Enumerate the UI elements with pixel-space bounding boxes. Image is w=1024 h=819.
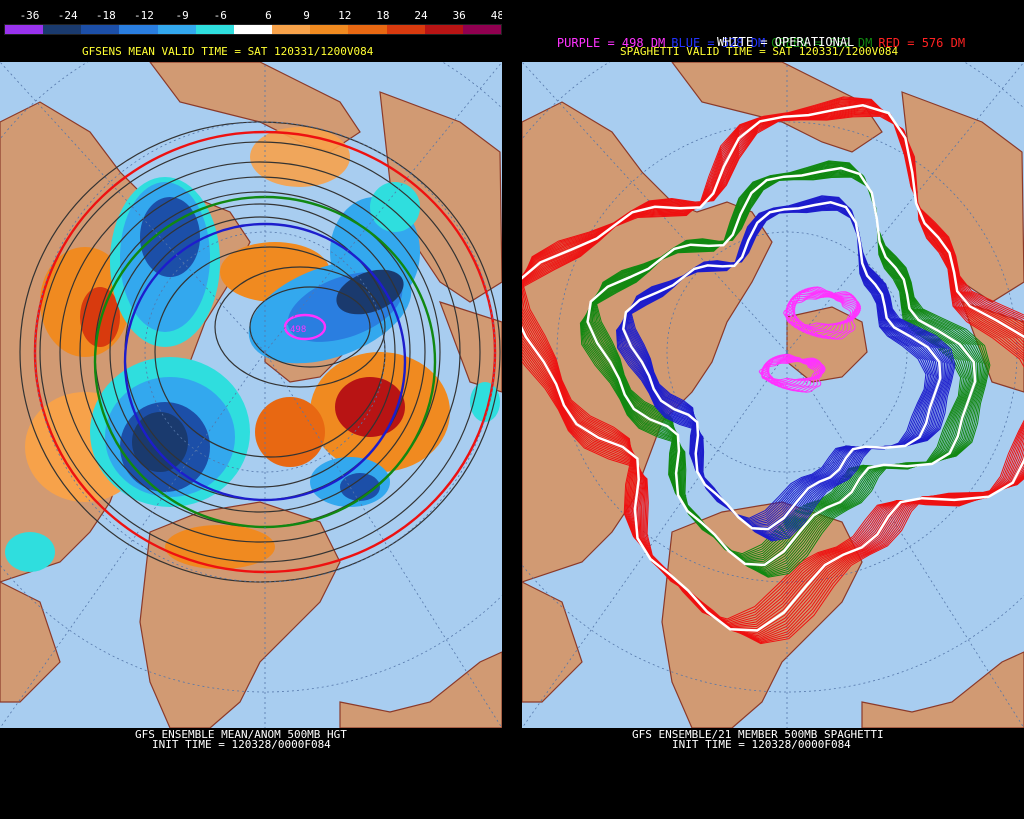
left-footer-init: INIT TIME = 120328/0000F084	[152, 738, 331, 751]
contour-legend: PURPLE = 498 DM BLUE = 528 DM GREEN = 552 …	[528, 22, 971, 64]
colorbar-swatch	[310, 25, 349, 34]
colorbar-label: -36	[19, 9, 40, 22]
spaghetti-contours	[522, 96, 1024, 645]
siberia-arctic	[671, 62, 883, 153]
colorbar-label: -18	[95, 9, 116, 22]
colorbar-label: -24	[57, 9, 78, 22]
contour-label-498: 498	[290, 325, 306, 335]
colorbar-label: 24	[414, 9, 428, 22]
operational-line	[522, 104, 1024, 632]
spaghetti-member-line	[760, 358, 826, 393]
colorbar-swatch	[462, 25, 502, 34]
right-footer-title: GFS ENSEMBLE/21 MEMBER 500MB SPAGHETTI	[632, 728, 884, 741]
colorbar-swatch	[5, 25, 44, 34]
colorbar-swatch	[157, 25, 196, 34]
spaghetti-map	[522, 62, 1024, 728]
colorbar-label: -6	[213, 9, 227, 22]
spaghetti-member-line	[761, 359, 826, 392]
alaska	[0, 581, 61, 703]
colorbar-label: -12	[134, 9, 154, 22]
colorbar-labels: -36 -24 -18 -12 -9 -6 6 9 12 18 24 36 48	[4, 9, 504, 22]
anomaly-colorbar	[4, 24, 502, 35]
operational-line	[586, 166, 977, 567]
legend-blue: BLUE = 528 DM	[671, 36, 766, 50]
colorbar-swatch	[386, 25, 425, 34]
colorbar-label: 36	[452, 9, 466, 22]
spaghetti-member-line	[791, 289, 858, 334]
ensemble-mean-map: 498	[0, 62, 502, 728]
colorbar-swatch	[424, 25, 463, 34]
colorbar-label: 48	[490, 9, 504, 22]
operational-legend: WHITE = OPERATIONAL	[717, 35, 855, 49]
operational-line	[622, 201, 942, 531]
colorbar-swatch	[119, 25, 158, 34]
colorbar-label: 18	[376, 9, 390, 22]
colorbar-label: 12	[338, 9, 352, 22]
spaghetti-member-line	[785, 294, 862, 339]
spaghetti-member-line	[785, 291, 860, 340]
left-footer-title: GFS ENSEMBLE MEAN/ANOM 500MB HGT	[135, 728, 347, 741]
panel-divider	[502, 0, 522, 819]
south-america	[861, 651, 1024, 728]
alaska	[522, 581, 583, 703]
spaghetti-member-line	[785, 292, 861, 340]
legend-green: GREEN = 552 DM	[771, 36, 873, 50]
ensemble-mean-panel: -36 -24 -18 -12 -9 -6 6 9 12 18 24 36 48 GFSENS MEAN…	[0, 0, 504, 819]
legend-red: RED = 576 DM	[878, 36, 966, 50]
south-america	[339, 651, 502, 728]
spaghetti-panel: PURPLE = 498 DM BLUE = 528 DM GREEN = 552 …	[522, 0, 1024, 819]
colorbar-swatch	[348, 25, 387, 34]
colorbar-swatch	[81, 25, 120, 34]
legend-purple: PURPLE = 498 DM	[556, 36, 666, 50]
left-valid-time: GFSENS MEAN VALID TIME = SAT 120331/1200…	[82, 45, 374, 58]
spaghetti-member-line	[522, 96, 1024, 645]
colorbar-swatch	[272, 25, 311, 34]
spaghetti-member-line	[761, 357, 825, 393]
right-footer-init: INIT TIME = 120328/0000F084	[672, 738, 851, 751]
colorbar-label: -9	[175, 9, 189, 22]
colorbar-label: 6	[265, 9, 272, 22]
colorbar-swatch	[195, 25, 234, 34]
colorbar-label: 9	[303, 9, 310, 22]
graticule	[0, 62, 502, 728]
colorbar-swatch	[43, 25, 82, 34]
colorbar-swatch	[233, 25, 273, 34]
right-valid-time: SPAGHETTI VALID TIME = SAT 120331/1200V0…	[620, 45, 899, 58]
asia	[522, 101, 773, 583]
